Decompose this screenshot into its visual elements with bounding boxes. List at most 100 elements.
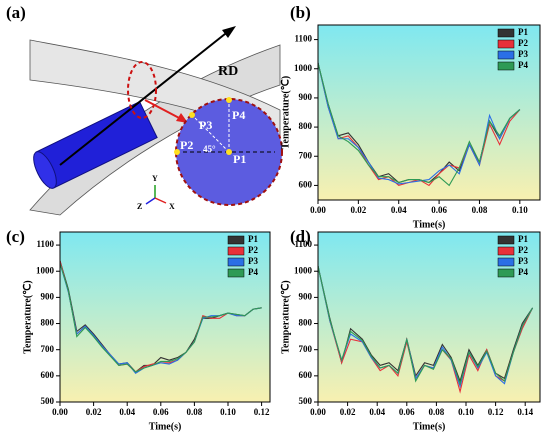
x-tick-label: 0.00	[310, 205, 326, 215]
point-label: P4	[232, 108, 245, 122]
y-tick-label: 900	[299, 291, 313, 301]
y-tick-label: 700	[41, 344, 55, 354]
legend-label: P4	[518, 267, 528, 277]
y-tick-label: 700	[299, 344, 313, 354]
series-line	[317, 62, 521, 187]
point	[174, 149, 180, 155]
legend-swatch	[497, 39, 515, 49]
x-tick-label: 0.04	[369, 407, 385, 417]
axis-z	[145, 197, 156, 205]
axis-label: X	[169, 202, 175, 211]
y-tick-label: 800	[299, 121, 313, 131]
axis-label: Z	[137, 202, 142, 211]
legend-swatch	[497, 50, 515, 60]
cylinder	[33, 100, 158, 189]
series-line	[317, 265, 534, 389]
x-tick-label: 0.06	[399, 407, 415, 417]
y-tick-label: 1000	[294, 63, 313, 73]
legend-label: P1	[518, 27, 528, 37]
x-tick-label: 0.02	[350, 205, 366, 215]
x-tick-label: 0.06	[153, 407, 169, 417]
illustration: RD P1 P2 P3 P4 45° Y Z X (a)	[6, 3, 283, 216]
legend-swatch	[227, 246, 245, 256]
x-tick-label: 0.12	[254, 407, 270, 417]
pointer	[144, 99, 184, 121]
x-tick-label: 0.08	[187, 407, 203, 417]
legend-label: P1	[518, 234, 528, 244]
y-tick-label: 500	[299, 396, 313, 406]
axis-x	[154, 197, 167, 204]
guide	[191, 114, 230, 153]
legend-swatch	[497, 61, 515, 71]
x-tick-label: 0.10	[512, 205, 528, 215]
y-tick-label: 900	[299, 92, 313, 102]
pointer-head	[176, 113, 188, 123]
rd-label: RD	[218, 64, 238, 79]
axis-label: Y	[152, 174, 158, 183]
y-tick-label: 800	[41, 318, 55, 328]
y-axis-label: Temperature(℃)	[22, 280, 33, 353]
y-tick-label: 600	[299, 179, 313, 189]
legend-label: P4	[518, 60, 528, 70]
x-tick-label: 0.10	[220, 407, 236, 417]
legend-swatch	[497, 28, 515, 38]
legend-label: P4	[248, 267, 258, 277]
x-tick-label: 0.06	[431, 205, 447, 215]
legend-label: P3	[518, 49, 528, 59]
x-tick-label: 0.04	[119, 407, 135, 417]
plot-frame	[59, 231, 271, 403]
series-line	[317, 265, 534, 386]
legend-label: P1	[248, 234, 258, 244]
legend-label: P2	[248, 245, 258, 255]
x-tick-label: 0.00	[52, 407, 68, 417]
point	[189, 112, 195, 118]
section-ring	[127, 61, 157, 119]
point-label: P3	[199, 118, 212, 132]
y-tick-label: 1100	[294, 239, 312, 249]
legend-label: P2	[518, 245, 528, 255]
panel-label: (c)	[6, 227, 25, 246]
y-axis-label: Temperature(℃)	[280, 280, 291, 353]
x-axis-label: Time(s)	[413, 219, 446, 230]
x-tick-label: 0.12	[488, 407, 504, 417]
legend-swatch	[497, 246, 515, 256]
y-tick-label: 600	[299, 370, 313, 380]
legend-swatch	[497, 268, 515, 278]
x-tick-label: 0.08	[429, 407, 445, 417]
series-line	[59, 263, 262, 373]
legend-swatch	[227, 257, 245, 267]
point-label: P1	[233, 152, 246, 166]
y-axis-label: Temperature(℃)	[280, 76, 291, 149]
rd-arrow	[59, 29, 231, 166]
panel-label: (a)	[6, 3, 26, 22]
legend-label: P2	[518, 38, 528, 48]
legend-swatch	[497, 257, 515, 267]
y-tick-label: 1100	[294, 34, 312, 44]
point-label: P2	[180, 138, 193, 152]
y-tick-label: 1000	[36, 265, 55, 275]
angle-label: 45°	[203, 144, 216, 154]
plot-frame	[317, 24, 541, 201]
y-tick-label: 800	[299, 318, 313, 328]
panel-label: (b)	[290, 3, 311, 22]
legend-swatch	[227, 268, 245, 278]
x-tick-label: 0.04	[391, 205, 407, 215]
legend-label: P3	[248, 256, 258, 266]
x-tick-label: 0.00	[310, 407, 326, 417]
x-tick-label: 0.10	[458, 407, 474, 417]
point	[226, 149, 232, 155]
panel-label: (d)	[290, 227, 311, 246]
y-tick-label: 1100	[36, 239, 54, 249]
y-tick-label: 500	[41, 396, 55, 406]
y-tick-label: 900	[41, 291, 55, 301]
y-tick-label: 600	[41, 370, 55, 380]
plot-background	[60, 232, 270, 402]
point	[226, 97, 232, 103]
x-tick-label: 0.14	[517, 407, 533, 417]
series-line	[317, 62, 521, 185]
arrow-head	[222, 26, 236, 38]
x-tick-label: 0.08	[472, 205, 488, 215]
y-tick-label: 1000	[294, 265, 313, 275]
plot-frame	[317, 231, 541, 403]
